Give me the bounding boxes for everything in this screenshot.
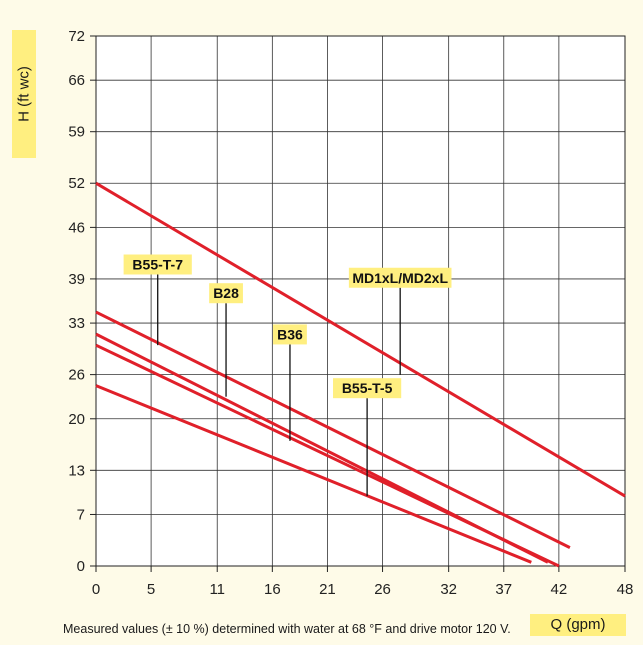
- annotation-label: B36: [277, 326, 303, 342]
- plot-border: [95, 35, 626, 567]
- x-tick-label: 26: [374, 581, 391, 598]
- annotation-label-bg: [273, 324, 307, 345]
- y-tick-label: 20: [68, 411, 85, 428]
- plot-area: [96, 36, 625, 566]
- annotation-label-bg: [333, 378, 402, 399]
- y-tick-label: 72: [68, 28, 85, 45]
- series-line: [95, 181, 626, 498]
- x-tick-label: 21: [319, 581, 336, 598]
- footnote: Measured values (± 10 %) determined with…: [63, 622, 511, 636]
- y-tick-label: 39: [68, 271, 85, 288]
- x-tick-label: 42: [551, 581, 568, 598]
- series-line: [95, 384, 532, 564]
- annotation-label-bg: [123, 254, 192, 275]
- y-tick-label: 0: [77, 558, 85, 575]
- x-axis-label: Q (gpm): [530, 614, 626, 636]
- x-tick-label: 11: [209, 581, 225, 598]
- series-line: [95, 343, 560, 568]
- annotation-label-bg: [209, 283, 243, 304]
- annotation-label: MD1xL/MD2xL: [352, 270, 448, 286]
- x-tick-label: 37: [495, 581, 512, 598]
- x-tick-label: 16: [264, 581, 281, 598]
- y-tick-label: 46: [68, 219, 85, 236]
- x-tick-label: 0: [92, 581, 100, 598]
- y-tick-label: 66: [68, 72, 85, 89]
- y-axis-label-box: [12, 30, 36, 158]
- series-line: [95, 310, 571, 549]
- x-tick-label: 48: [617, 581, 634, 598]
- x-tick-label: 32: [440, 581, 457, 598]
- y-tick-label: 52: [68, 175, 85, 192]
- y-tick-label: 13: [68, 462, 85, 479]
- y-tick-label: 59: [68, 124, 85, 141]
- y-tick-label: 33: [68, 315, 85, 332]
- annotation-label: B55-T-5: [342, 380, 393, 396]
- annotation-label-bg: [348, 267, 452, 288]
- y-tick-label: 7: [77, 506, 85, 523]
- annotation-label: B28: [213, 285, 239, 301]
- y-tick-label: 26: [68, 367, 85, 384]
- annotation-label: B55-T-7: [132, 257, 183, 273]
- x-tick-label: 5: [147, 581, 155, 598]
